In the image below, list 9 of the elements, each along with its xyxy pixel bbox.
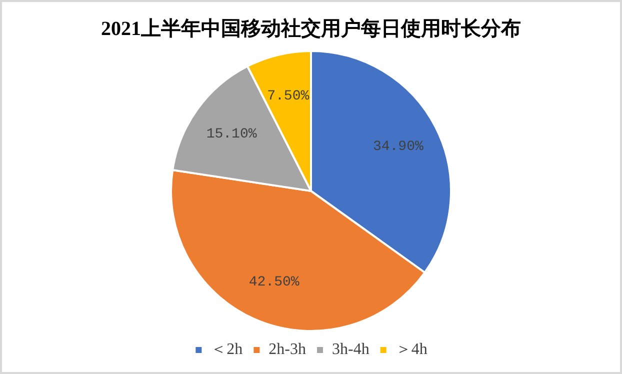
data-label: 42.50% (248, 274, 300, 290)
legend-label: ＞4h (395, 341, 428, 358)
legend-label: 3h-4h (332, 341, 370, 358)
chart-title: 2021上半年中国移动社交用户每日使用时长分布 (101, 17, 521, 40)
data-label: 15.10% (206, 126, 258, 142)
legend-label: 2h-3h (268, 341, 306, 358)
legend-label: ＜2h (210, 341, 243, 358)
data-label: 34.90% (372, 138, 424, 155)
data-label: 7.50% (267, 88, 310, 104)
